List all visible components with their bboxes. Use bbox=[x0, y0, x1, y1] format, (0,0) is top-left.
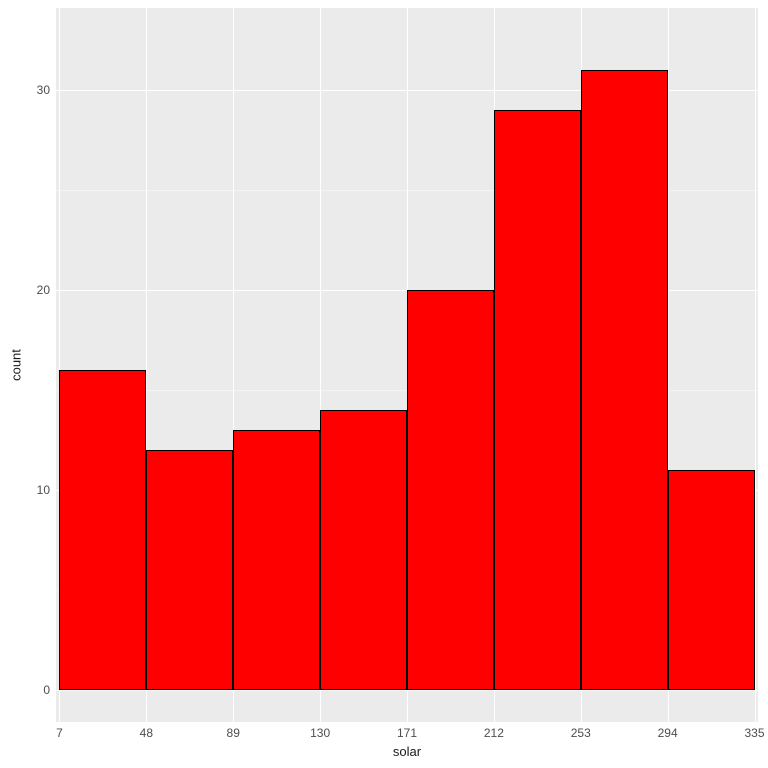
chart-container: 7 48 89 130 171 212 253 294 335 0 10 20 30 solar co… bbox=[0, 0, 768, 768]
y-tick-label: 10 bbox=[37, 483, 50, 497]
y-tick-label: 0 bbox=[43, 683, 50, 697]
y-axis-title: count bbox=[9, 349, 24, 381]
x-tick-label: 171 bbox=[397, 726, 417, 740]
y-tick-label: 20 bbox=[37, 283, 50, 297]
histogram-bar bbox=[233, 430, 320, 690]
x-tick-label: 294 bbox=[658, 726, 678, 740]
histogram-bar bbox=[668, 470, 755, 690]
x-tick-label: 48 bbox=[140, 726, 153, 740]
x-tick-label: 212 bbox=[484, 726, 504, 740]
x-tick-label: 253 bbox=[571, 726, 591, 740]
y-tick-label: 30 bbox=[37, 83, 50, 97]
histogram-bar bbox=[581, 70, 668, 689]
gridline-x-major bbox=[755, 8, 756, 722]
x-tick-label: 335 bbox=[745, 726, 765, 740]
histogram-bar bbox=[59, 370, 146, 690]
x-axis-title: solar bbox=[393, 744, 421, 759]
x-tick-label: 130 bbox=[310, 726, 330, 740]
x-tick-label: 89 bbox=[227, 726, 240, 740]
histogram-bar bbox=[494, 110, 581, 689]
histogram-bar bbox=[320, 410, 407, 690]
histogram-bar bbox=[407, 290, 494, 689]
histogram-bar bbox=[146, 450, 233, 690]
x-tick-label: 7 bbox=[56, 726, 63, 740]
